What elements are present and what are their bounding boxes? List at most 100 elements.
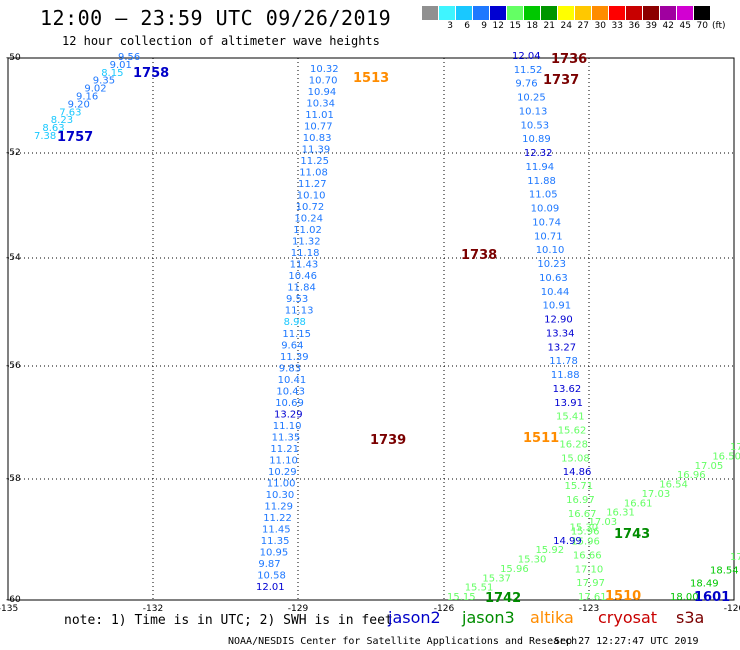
sat-altika: altika xyxy=(530,608,574,627)
swh-value: 14.99 xyxy=(553,536,582,547)
pass-label: 1738 xyxy=(461,248,497,263)
swh-value: 15.96 xyxy=(500,564,529,575)
swh-value: 17.97 xyxy=(576,578,605,589)
swh-value: 11.39 xyxy=(302,145,331,156)
swh-value: 11.25 xyxy=(300,156,329,167)
swh-value: 15.15 xyxy=(447,592,476,603)
map-subtitle: 12 hour collection of altimeter wave hei… xyxy=(62,34,380,48)
swh-value: 12.32 xyxy=(524,148,553,159)
swh-value: 10.70 xyxy=(309,76,338,87)
swh-value: 9.76 xyxy=(515,79,537,90)
swh-value: 9.01 xyxy=(110,60,132,71)
legend-swatch xyxy=(507,6,524,20)
swh-value: 10.09 xyxy=(531,204,560,215)
swh-value: 10.83 xyxy=(303,133,332,144)
legend-label: 12 xyxy=(492,21,504,31)
legend-label: 18 xyxy=(526,21,538,31)
swh-value: 15.71 xyxy=(564,481,593,492)
swh-value: 11.84 xyxy=(287,283,316,294)
legend-swatch xyxy=(541,6,558,20)
pass-label: 1736 xyxy=(551,52,587,67)
swh-value: 13.91 xyxy=(554,398,583,409)
swh-value: 11.00 xyxy=(267,478,296,489)
swh-value: 17.61 xyxy=(578,592,607,603)
legend-swatch xyxy=(609,6,626,20)
legend-label: 27 xyxy=(577,21,589,31)
swh-value: 13.27 xyxy=(548,342,577,353)
swh-value: 11.39 xyxy=(280,352,309,363)
lon-tick-label: -129 xyxy=(288,604,309,614)
legend-label: 9 xyxy=(481,21,487,31)
swh-value: 9.20 xyxy=(68,99,90,110)
swh-value: 10.44 xyxy=(541,287,570,298)
swh-value: 7.38 xyxy=(34,131,56,142)
legend-swatch xyxy=(694,6,711,20)
swh-value: 9.02 xyxy=(84,84,106,95)
lat-tick-label: -54 xyxy=(6,253,21,263)
swh-value: 11.05 xyxy=(529,190,558,201)
footnote: note: 1) Time is in UTC; 2) SWH is in fe… xyxy=(64,613,393,628)
swh-value: 15.96 xyxy=(571,537,600,548)
swh-value: 17.5 xyxy=(730,552,740,563)
swh-value: 17.10 xyxy=(575,564,604,575)
swh-value: 17.03 xyxy=(589,517,618,528)
swh-value: 16.31 xyxy=(606,508,635,519)
swh-value: 11.52 xyxy=(514,65,543,76)
swh-value: 10.53 xyxy=(520,120,549,131)
swh-value: 11.13 xyxy=(285,306,314,317)
sat-jason3: jason3 xyxy=(462,608,515,627)
credit-text: NOAA/NESDIS Center for Satellite Applica… xyxy=(228,636,578,647)
swh-value: 10.77 xyxy=(304,122,333,133)
color-legend-labels: 3 6 9 12 15 18 21 24 27 30 33 36 39 42 45 70 xyxy=(422,21,711,31)
lat-tick-label: -58 xyxy=(6,474,21,484)
timestamp-text: Sep 27 12:27:47 UTC 2019 xyxy=(554,636,699,647)
swh-value: 16.28 xyxy=(559,439,588,450)
swh-value: 10.23 xyxy=(537,259,566,270)
legend-swatch xyxy=(677,6,694,20)
swh-value: 16.97 xyxy=(566,495,595,506)
legend-swatch xyxy=(660,6,677,20)
lon-tick-label: -132 xyxy=(143,604,163,614)
pass-label: 1742 xyxy=(485,591,521,606)
swh-value: 9.87 xyxy=(258,559,280,570)
swh-value: 8.98 xyxy=(284,317,306,328)
pass-label: 1601 xyxy=(694,590,730,605)
swh-value: 15.37 xyxy=(482,573,511,584)
legend-label: 15 xyxy=(509,21,521,31)
swh-value: 15.62 xyxy=(558,426,587,437)
legend-label: 42 xyxy=(662,21,674,31)
legend-label: 33 xyxy=(611,21,623,31)
pass-label: 1757 xyxy=(57,130,93,145)
legend-swatch xyxy=(626,6,643,20)
swh-value: 10.10 xyxy=(297,191,326,202)
lon-tick-label: -123 xyxy=(579,604,599,614)
pass-label: 1739 xyxy=(370,433,406,448)
swh-value: 15.96 xyxy=(571,526,600,537)
swh-value: 10.29 xyxy=(268,467,297,478)
lat-tick-label: -52 xyxy=(6,148,21,158)
swh-value: 10.69 xyxy=(275,398,304,409)
swh-value: 11.15 xyxy=(282,329,311,340)
swh-value: 11.88 xyxy=(551,370,580,381)
swh-value: 11.88 xyxy=(527,176,556,187)
sat-s3a: s3a xyxy=(676,608,705,627)
lat-tick-label: -50 xyxy=(6,53,21,63)
swh-value: 11.32 xyxy=(292,237,321,248)
swh-value: 10.58 xyxy=(257,570,286,581)
swh-value: 16.96 xyxy=(677,470,706,481)
lon-tick-label: -120 xyxy=(724,604,740,614)
swh-value: 11.18 xyxy=(291,248,320,259)
pass-label: 1743 xyxy=(614,527,650,542)
swh-value: 17.05 xyxy=(695,461,724,472)
swh-value: 9.83 xyxy=(279,363,301,374)
swh-value: 10.41 xyxy=(278,375,307,386)
legend-label: 3 xyxy=(447,21,453,31)
pass-label: 1513 xyxy=(353,71,389,86)
swh-value: 16.66 xyxy=(573,550,602,561)
swh-value: 8.63 xyxy=(42,123,64,134)
swh-value: 13.34 xyxy=(546,328,575,339)
pass-label: 1758 xyxy=(133,66,169,81)
swh-value: 9.64 xyxy=(281,340,303,351)
lon-tick-label: -135 xyxy=(0,604,18,614)
